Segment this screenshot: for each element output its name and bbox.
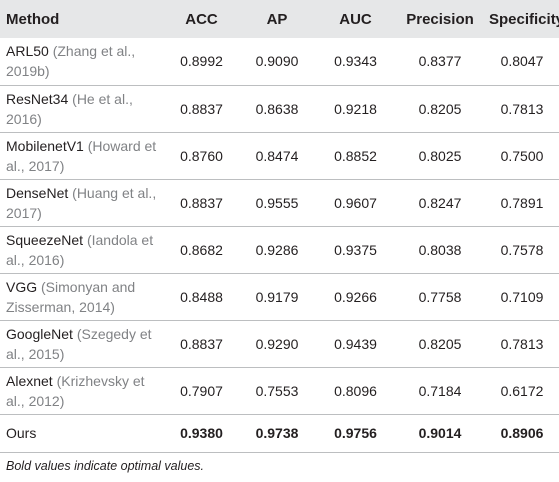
method-cell: VGG (Simonyan and Zisserman, 2014) bbox=[0, 273, 165, 320]
method-name: Alexnet bbox=[6, 372, 53, 389]
method-cell: ARL50 (Zhang et al., 2019b) bbox=[0, 38, 165, 85]
value-cell: 0.9266 bbox=[334, 288, 377, 305]
value-cell: 0.9380 bbox=[180, 425, 223, 441]
value-cell: 0.9756 bbox=[334, 425, 377, 441]
column-header: Method bbox=[6, 10, 60, 28]
citation: (Krizhevsky et al., 2012) bbox=[6, 372, 145, 409]
value-cell: 0.8992 bbox=[180, 53, 223, 70]
table-body: ARL50 (Zhang et al., 2019b) 0.8992 0.9090 0… bbox=[0, 38, 559, 452]
value-cell: 0.8038 bbox=[418, 241, 462, 258]
value-cell: 0.8047 bbox=[500, 53, 544, 70]
citation: (Iandola et al., 2016) bbox=[6, 231, 154, 268]
method-cell: MobilenetV1 (Howard et al., 2017) bbox=[0, 132, 165, 179]
citation: (Szegedy et al., 2015) bbox=[6, 325, 152, 362]
value-cell: 0.7553 bbox=[255, 382, 299, 399]
value-cell: 0.9090 bbox=[255, 53, 299, 70]
method-name: VGG bbox=[6, 278, 38, 295]
value-cell: 0.8096 bbox=[334, 382, 377, 399]
table-row: Alexnet (Krizhevsky et al., 2012) 0.7907 0… bbox=[0, 367, 559, 414]
footnote: Bold values indicate optimal values. bbox=[6, 458, 205, 473]
table-row: Ours 0.9380 0.9738 0.9756 0.9014 0.8906 bbox=[0, 414, 559, 452]
method-name: DenseNet bbox=[6, 184, 69, 201]
method-name: MobilenetV1 bbox=[6, 137, 84, 154]
header-row: Method ACC AP AUC Precision Specificity bbox=[0, 0, 559, 38]
column-header: AUC bbox=[339, 10, 372, 28]
table-row: DenseNet (Huang et al., 2017) 0.8837 0.955… bbox=[0, 179, 559, 226]
value-cell: 0.7578 bbox=[500, 241, 544, 258]
value-cell: 0.9286 bbox=[255, 241, 299, 258]
value-cell: 0.8247 bbox=[418, 194, 462, 211]
value-cell: 0.9738 bbox=[255, 425, 299, 441]
method-cell: ResNet34 (He et al., 2016) bbox=[0, 85, 165, 132]
citation: (Huang et al., 2017) bbox=[6, 184, 157, 221]
table-row: ARL50 (Zhang et al., 2019b) 0.8992 0.9090 0… bbox=[0, 38, 559, 85]
method-cell: DenseNet (Huang et al., 2017) bbox=[0, 179, 165, 226]
value-cell: 0.9607 bbox=[334, 194, 377, 211]
value-cell: 0.9290 bbox=[255, 335, 299, 352]
value-cell: 0.6172 bbox=[500, 382, 544, 399]
value-cell: 0.7891 bbox=[500, 194, 544, 211]
citation: (He et al., 2016) bbox=[6, 90, 133, 127]
value-cell: 0.8682 bbox=[180, 241, 223, 258]
value-cell: 0.8852 bbox=[334, 147, 377, 164]
table-row: VGG (Simonyan and Zisserman, 2014) 0.8488… bbox=[0, 273, 559, 320]
value-cell: 0.8638 bbox=[255, 100, 299, 117]
method-name: ARL50 bbox=[6, 43, 49, 60]
method-cell: SqueezeNet (Iandola et al., 2016) bbox=[0, 226, 165, 273]
citation: (Howard et al., 2017) bbox=[6, 137, 157, 174]
value-cell: 0.8837 bbox=[180, 194, 223, 211]
column-header: AP bbox=[266, 10, 288, 28]
value-cell: 0.8377 bbox=[418, 53, 462, 70]
table-row: ResNet34 (He et al., 2016) 0.8837 0.8638 0.… bbox=[0, 85, 559, 132]
value-cell: 0.8837 bbox=[180, 100, 223, 117]
value-cell: 0.7500 bbox=[500, 147, 544, 164]
value-cell: 0.8906 bbox=[500, 425, 544, 441]
value-cell: 0.9218 bbox=[334, 100, 377, 117]
citation: (Simonyan and Zisserman, 2014) bbox=[6, 278, 136, 315]
value-cell: 0.7907 bbox=[180, 382, 223, 399]
value-cell: 0.8205 bbox=[418, 100, 462, 117]
method-name: GoogleNet bbox=[6, 325, 73, 342]
table-header: Method ACC AP AUC Precision Specificity bbox=[0, 0, 559, 38]
value-cell: 0.9439 bbox=[334, 335, 377, 352]
value-cell: 0.7813 bbox=[500, 100, 544, 117]
value-cell: 0.8205 bbox=[418, 335, 462, 352]
value-cell: 0.8837 bbox=[180, 335, 223, 352]
value-cell: 0.9014 bbox=[418, 425, 462, 441]
value-cell: 0.8474 bbox=[255, 147, 299, 164]
method-cell: GoogleNet (Szegedy et al., 2015) bbox=[0, 320, 165, 367]
table-row: MobilenetV1 (Howard et al., 2017) 0.8760 0… bbox=[0, 132, 559, 179]
value-cell: 0.9375 bbox=[334, 241, 377, 258]
value-cell: 0.9179 bbox=[255, 288, 299, 305]
value-cell: 0.7758 bbox=[418, 288, 462, 305]
value-cell: 0.8025 bbox=[418, 147, 462, 164]
results-table: Method ACC AP AUC Precision Specificity ARL50… bbox=[0, 0, 559, 452]
column-header: Precision bbox=[406, 10, 474, 28]
method-name: SqueezeNet bbox=[6, 231, 84, 248]
value-cell: 0.9555 bbox=[255, 194, 299, 211]
value-cell: 0.7813 bbox=[500, 335, 544, 352]
value-cell: 0.8488 bbox=[180, 288, 223, 305]
method-cell: Alexnet (Krizhevsky et al., 2012) bbox=[0, 367, 165, 414]
table-row: GoogleNet (Szegedy et al., 2015) 0.8837 0.… bbox=[0, 320, 559, 367]
method-name: ResNet34 bbox=[6, 90, 69, 107]
value-cell: 0.7184 bbox=[418, 382, 462, 399]
value-cell: 0.9343 bbox=[334, 53, 377, 70]
citation: (Zhang et al., 2019b) bbox=[6, 43, 136, 80]
method-name: Ours bbox=[6, 425, 37, 441]
column-header: ACC bbox=[185, 10, 218, 28]
value-cell: 0.8760 bbox=[180, 147, 223, 164]
column-header: Specificity bbox=[489, 10, 559, 28]
method-cell: Ours bbox=[0, 414, 165, 452]
value-cell: 0.7109 bbox=[500, 288, 544, 305]
table-row: SqueezeNet (Iandola et al., 2016) 0.8682 0… bbox=[0, 226, 559, 273]
